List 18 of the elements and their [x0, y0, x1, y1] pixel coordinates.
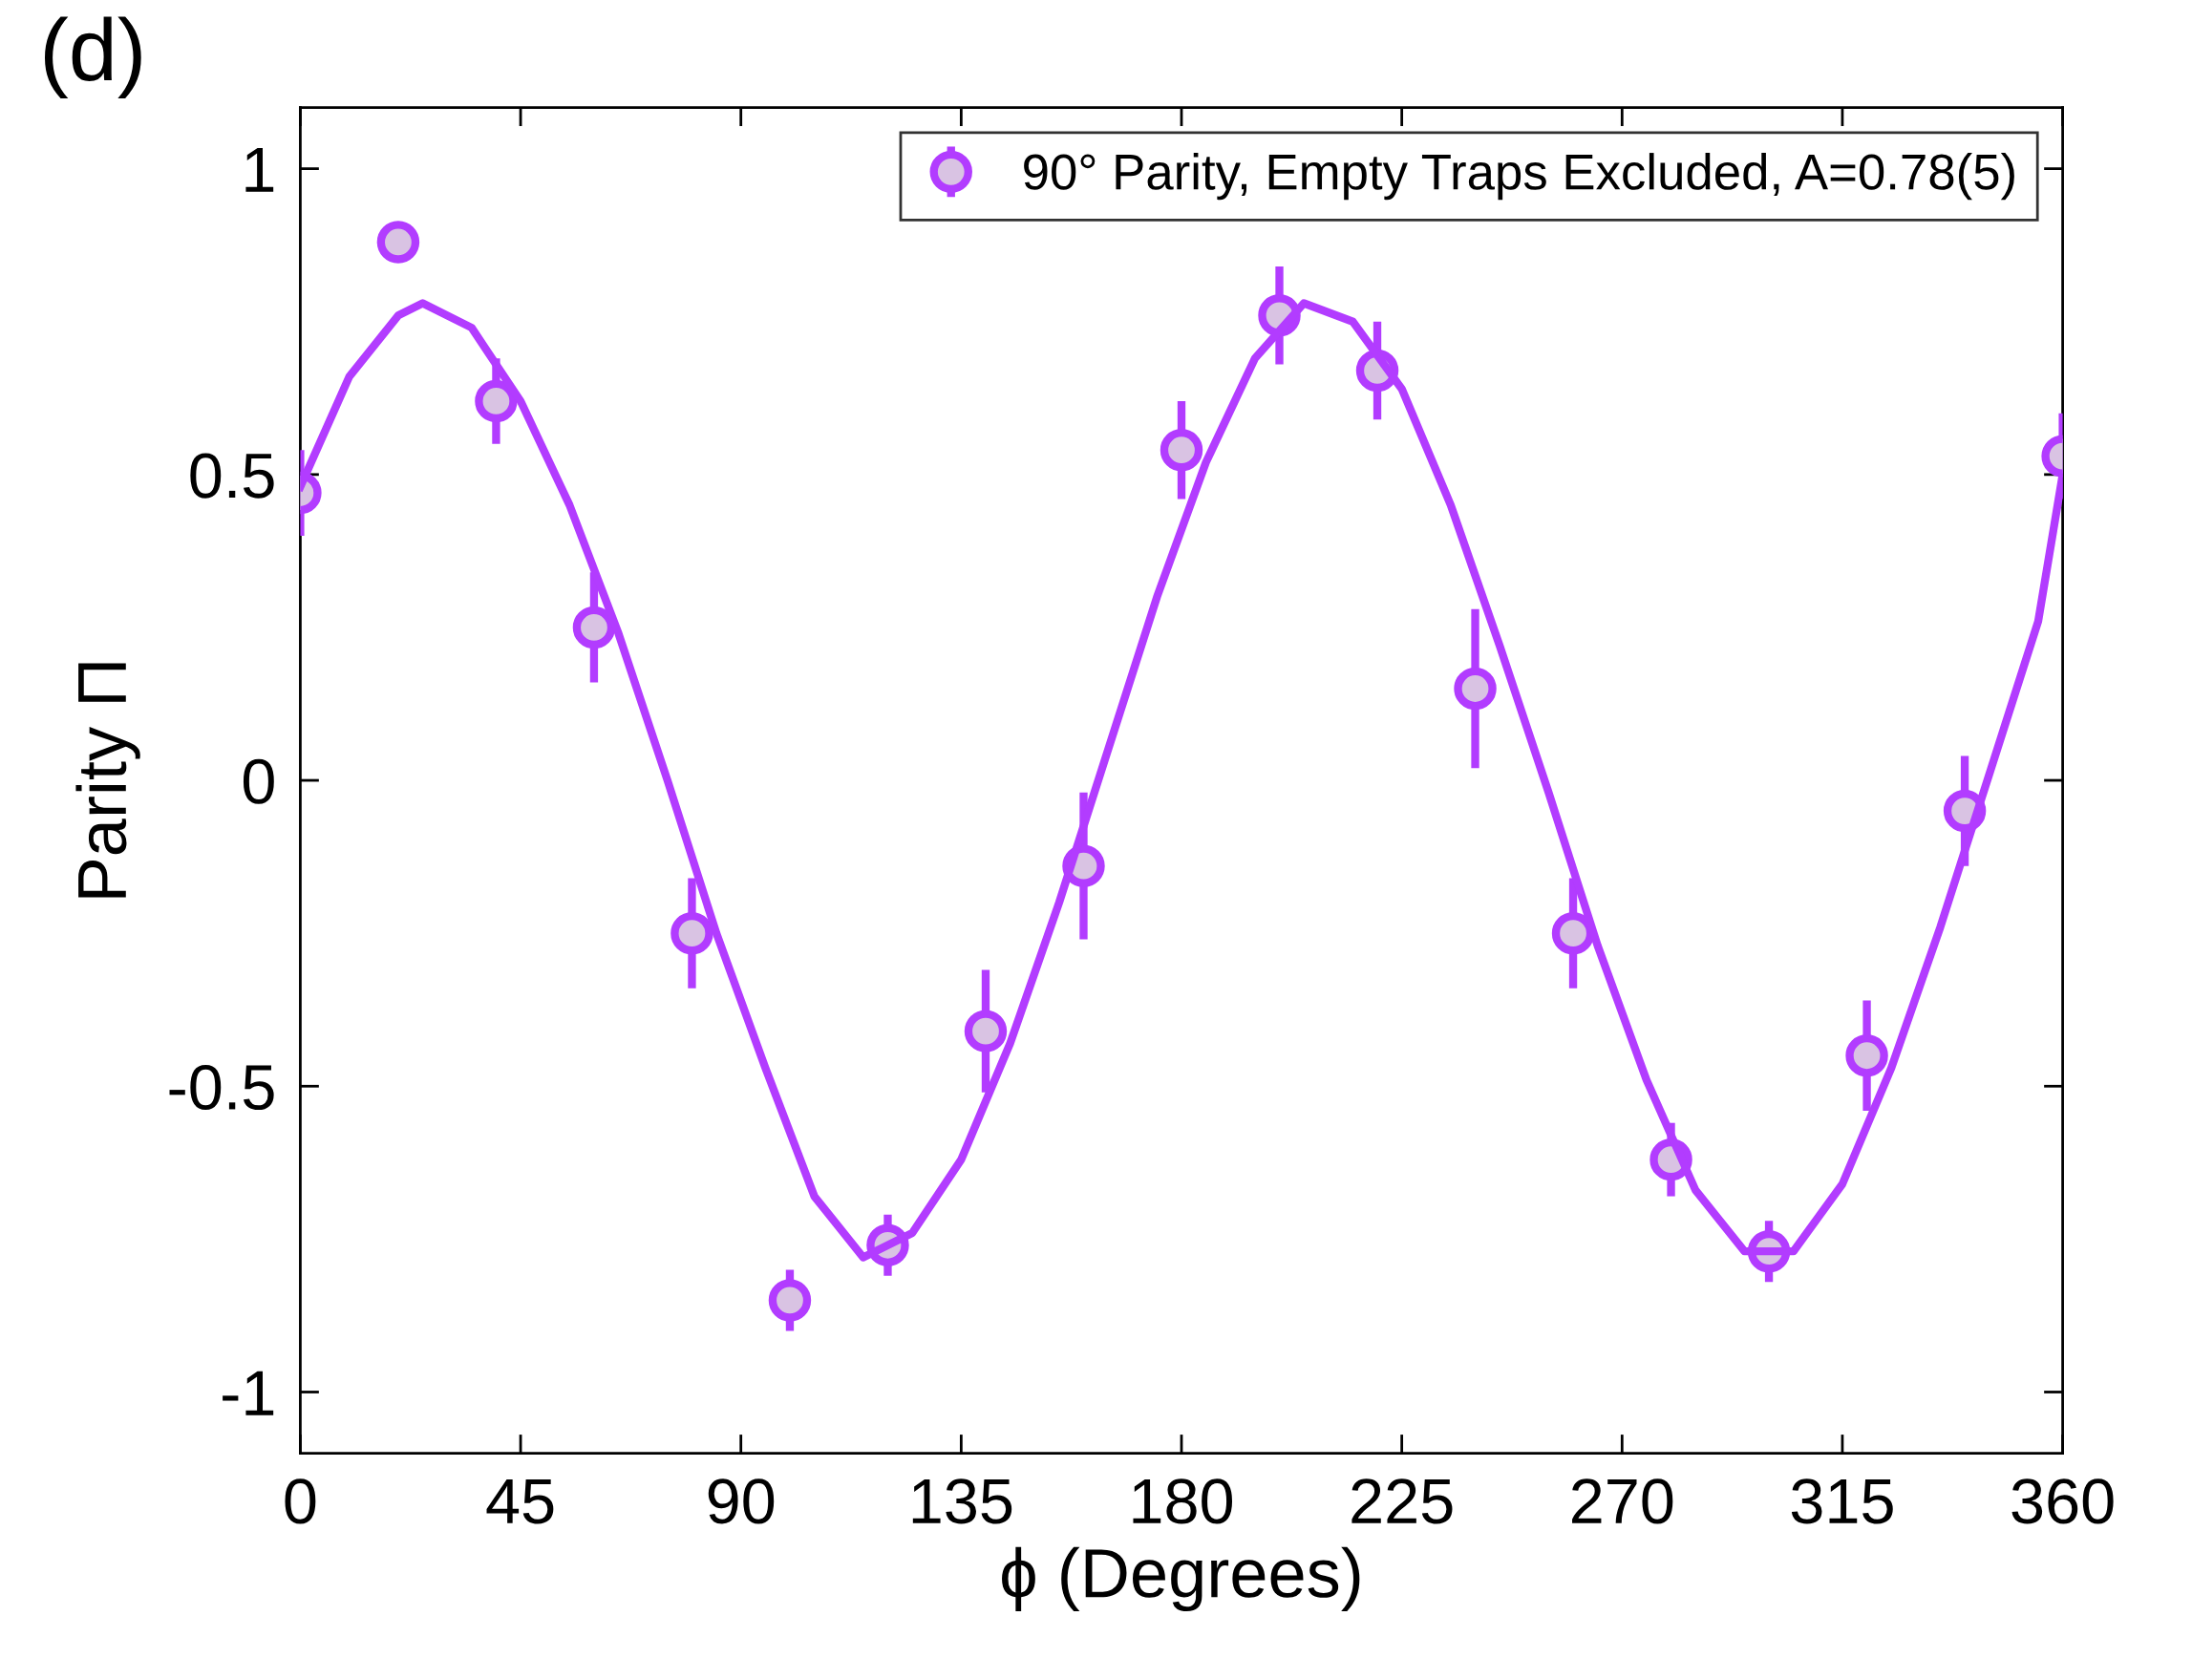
x-tick-label: 270: [1572, 1478, 1673, 1524]
y-tick-label: -1: [223, 1371, 274, 1415]
x-tick-label: 225: [1351, 1478, 1453, 1524]
x-tick-label: 180: [1133, 1478, 1233, 1524]
chart-title: (d): [45, 16, 141, 98]
legend-label: 90° Parity, Empty Traps Excluded, A=0.78(5): [1024, 153, 2014, 201]
y-axis-title: Parity Π: [75, 663, 140, 898]
y-tick-label: -0.5: [169, 1064, 274, 1111]
y-tick-label: 0.5: [190, 453, 274, 499]
y-tick-label: 0: [243, 758, 274, 804]
x-tick-label: 360: [2011, 1478, 2114, 1524]
x-axis-title: ϕ (Degrees): [1002, 1546, 1360, 1612]
y-tick-label: 1: [245, 147, 274, 192]
x-tick-label: 0: [285, 1478, 316, 1524]
x-tick-label: 45: [486, 1478, 554, 1524]
x-tick-label: 135: [912, 1478, 1012, 1524]
x-tick-label: 315: [1791, 1478, 1893, 1524]
x-tick-label: 90: [708, 1478, 775, 1524]
